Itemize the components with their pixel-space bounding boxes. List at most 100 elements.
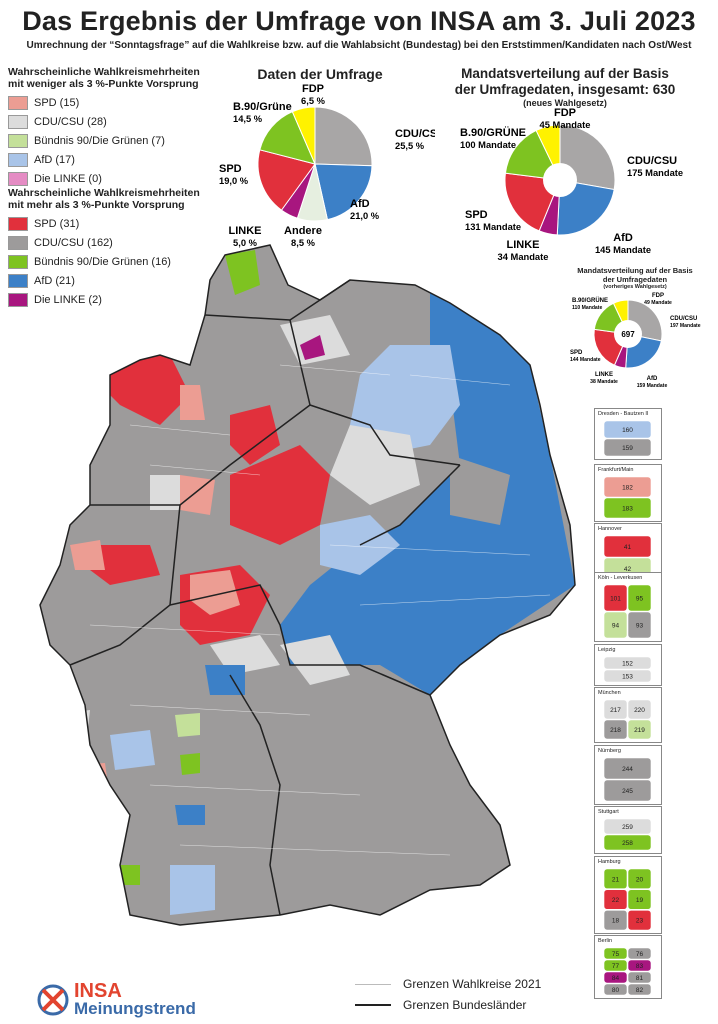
- inset-district: [627, 699, 652, 720]
- legend-high-label: SPD (31): [34, 217, 80, 230]
- map-region-afd-east: [280, 285, 575, 695]
- survey-pie-slice-cdu-csu: [314, 106, 373, 167]
- inset-district-number: 81: [636, 975, 644, 982]
- inset-district: [603, 910, 628, 931]
- inset-district-number: 217: [610, 707, 621, 714]
- legend-high-item: SPD (31): [8, 214, 228, 233]
- inset-district-number: 220: [634, 707, 645, 714]
- legend-low-title: Wahrscheinliche Wahlkreismehrheiten mit …: [8, 66, 200, 90]
- inset-stuttgart: Stuttgart 259 258: [594, 806, 662, 854]
- map-region-afd-east-light: [350, 345, 460, 455]
- inset-district-number: 20: [636, 876, 644, 883]
- inset-district-number: 75: [612, 951, 620, 958]
- inset-m-nchen: München 217 220 218 219: [594, 687, 662, 743]
- inset-district: [627, 868, 652, 889]
- map-region-linke: [300, 335, 325, 360]
- inset-title: Hannover: [598, 526, 622, 532]
- inset-district: [627, 971, 652, 984]
- inset-district: [603, 818, 652, 835]
- map-region-afd-west-dark-2: [175, 805, 205, 825]
- inset-district-number: 93: [636, 623, 644, 630]
- legend-low-swatch: [8, 171, 28, 186]
- inset-district-number: 42: [624, 566, 632, 573]
- legend-high-swatch: [8, 235, 28, 250]
- map-constituency-lines: [89, 364, 551, 856]
- legend-low-label: AfD (17): [34, 153, 75, 166]
- inset-district-number: 19: [636, 897, 644, 904]
- survey-pie-label-value: 8,5 %: [291, 238, 316, 248]
- seats-pie-slice-afd: [556, 179, 615, 236]
- inset-dresden-bautzen-ii: Dresden - Bautzen II 160 159: [594, 408, 662, 460]
- inset-district-number: 94: [612, 623, 620, 630]
- survey-pie-label-value: 21,0 %: [350, 211, 380, 221]
- legend-high-margin: Wahrscheinliche Wahlkreismehrheiten mit …: [8, 187, 228, 309]
- inset-district-number: 84: [612, 975, 620, 982]
- seats-old-pie-label-value: 38 Mandate: [590, 379, 618, 385]
- germany-constituency-map: [39, 244, 576, 926]
- inset-leipzig: Leipzig 152 153: [594, 644, 662, 686]
- inset-title: Frankfurt/Main: [598, 467, 634, 473]
- map-region-spd-ruhr: [90, 545, 160, 585]
- survey-pie-label-party: SPD: [219, 163, 242, 175]
- inset-district: [627, 947, 652, 960]
- survey-pie-label-value: 25,5 %: [395, 141, 425, 151]
- seats-pie-label-value: 145 Mandate: [595, 245, 651, 255]
- inset-district-number: 182: [622, 485, 633, 492]
- seats-old-pie-label-value: 110 Mandate: [572, 305, 602, 311]
- seats-old-pie-label-party: B.90/GRÜNE: [572, 297, 608, 304]
- legend-high-item: CDU/CSU (162): [8, 233, 228, 252]
- map-state-border-3: [179, 404, 311, 506]
- page-title: Das Ergebnis der Umfrage von INSA am 3. …: [22, 6, 696, 36]
- inset-district-number: 77: [612, 963, 620, 970]
- map-region-spd-light-2: [180, 475, 215, 515]
- inset-district-number: 41: [624, 544, 632, 551]
- map-region-cdu-light-5: [50, 710, 90, 755]
- inset-district-number: 244: [622, 766, 633, 773]
- inset-district: [627, 719, 652, 740]
- survey-pie-label-value: 14,5 %: [233, 114, 263, 124]
- inset-district-number: 83: [636, 963, 644, 970]
- inset-hamburg: Hamburg 21 20 22 19 18 23: [594, 856, 662, 934]
- inset-title: Köln - Leverkusen: [598, 575, 643, 581]
- inset-district-number: 183: [622, 506, 633, 513]
- seats-pie-center-hole: [543, 163, 577, 197]
- legend-low-label: Die LINKE (0): [34, 172, 102, 185]
- legend-low-item: SPD (15): [8, 93, 228, 112]
- map-region-spd-light-1: [180, 385, 205, 420]
- legend-low-margin: Wahrscheinliche Wahlkreismehrheiten mit …: [8, 66, 228, 188]
- legend-high-label: Die LINKE (2): [34, 293, 102, 306]
- map-region-spd-light-3: [70, 540, 105, 570]
- inset-district: [603, 669, 652, 683]
- map-region-cdu-east-dark: [450, 455, 510, 525]
- survey-pie-slice-afd: [314, 163, 373, 221]
- inset-district: [603, 719, 628, 740]
- map-region-cdu-east-grey: [330, 425, 420, 505]
- seats-chart-title: Mandatsverteilung auf der Basis der Umfr…: [454, 66, 676, 108]
- inset-title: Stuttgart: [598, 809, 619, 815]
- map-region-afd-west-dark: [205, 665, 245, 695]
- legend-low-swatch: [8, 133, 28, 148]
- inset-frankfurt-main: Frankfurt/Main 182 183: [594, 464, 662, 522]
- inset-district: [603, 438, 652, 457]
- inset-district-number: 219: [634, 727, 645, 734]
- map-region-greens-sh: [225, 250, 260, 295]
- inset-title: Dresden - Bautzen II: [598, 411, 649, 417]
- inset-district-number: 259: [622, 824, 633, 831]
- seats-old-pie-label-party: CDU/CSU: [670, 316, 697, 322]
- seats-pie-label-party: FDP: [554, 107, 576, 119]
- inset-district: [603, 535, 652, 558]
- map-state-border-outline: [39, 244, 576, 926]
- legend-low-swatch: [8, 152, 28, 167]
- inset-district: [603, 983, 628, 996]
- survey-pie-label-party: FDP: [302, 83, 324, 95]
- inset-title: Leipzig: [598, 647, 616, 653]
- inset-district-number: 245: [622, 788, 633, 795]
- legend-high-label: AfD (21): [34, 274, 75, 287]
- inset-district: [603, 584, 628, 612]
- logo-tagline: Meinungstrend: [74, 999, 196, 1018]
- inset-district-number: 76: [636, 951, 644, 958]
- legend-high-swatch: [8, 273, 28, 288]
- legend-low-swatch: [8, 114, 28, 129]
